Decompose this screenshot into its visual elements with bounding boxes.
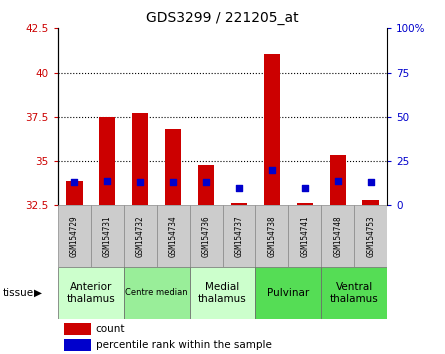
Point	[334, 178, 341, 183]
Point	[268, 167, 275, 173]
Bar	[190, 205, 222, 267]
Text: GDS3299 / 221205_at: GDS3299 / 221205_at	[146, 11, 299, 25]
Text: GSM154741: GSM154741	[300, 216, 309, 257]
Bar	[91, 205, 124, 267]
Text: percentile rank within the sample: percentile rank within the sample	[96, 339, 271, 350]
Bar	[58, 205, 91, 267]
Bar	[255, 205, 288, 267]
Bar	[66, 181, 83, 205]
Text: GSM154731: GSM154731	[103, 216, 112, 257]
Text: GSM154736: GSM154736	[202, 216, 210, 257]
Bar	[255, 267, 321, 319]
Text: Centre median: Centre median	[125, 289, 188, 297]
Bar	[362, 200, 379, 205]
Bar	[190, 267, 255, 319]
Bar	[321, 205, 354, 267]
Point	[104, 178, 111, 183]
Point	[71, 179, 78, 185]
Text: Anterior
thalamus: Anterior thalamus	[66, 282, 115, 304]
Bar	[231, 202, 247, 205]
Bar	[222, 205, 255, 267]
Bar	[354, 205, 387, 267]
Text: Pulvinar: Pulvinar	[267, 288, 309, 298]
Text: GSM154737: GSM154737	[235, 216, 243, 257]
Bar	[321, 267, 387, 319]
Bar	[296, 202, 313, 205]
Point	[202, 179, 210, 185]
Point	[235, 185, 243, 190]
Point	[367, 179, 374, 185]
Text: GSM154732: GSM154732	[136, 216, 145, 257]
Bar	[65, 322, 91, 335]
Bar	[264, 54, 280, 205]
Text: Ventral
thalamus: Ventral thalamus	[330, 282, 379, 304]
Bar	[165, 129, 182, 205]
Text: GSM154753: GSM154753	[366, 216, 375, 257]
Point	[301, 185, 308, 190]
Text: ▶: ▶	[34, 288, 42, 298]
Text: GSM154734: GSM154734	[169, 216, 178, 257]
Bar	[330, 155, 346, 205]
Bar	[124, 205, 157, 267]
Bar	[288, 205, 321, 267]
Text: GSM154729: GSM154729	[70, 216, 79, 257]
Bar	[157, 205, 190, 267]
Text: GSM154748: GSM154748	[333, 216, 342, 257]
Bar	[99, 117, 116, 205]
Text: count: count	[96, 324, 125, 334]
Bar	[58, 267, 124, 319]
Bar	[65, 338, 91, 350]
Point	[170, 179, 177, 185]
Text: tissue: tissue	[2, 288, 33, 298]
Bar	[124, 267, 190, 319]
Point	[137, 179, 144, 185]
Bar	[132, 113, 149, 205]
Text: GSM154738: GSM154738	[267, 216, 276, 257]
Bar	[198, 165, 214, 205]
Text: Medial
thalamus: Medial thalamus	[198, 282, 247, 304]
